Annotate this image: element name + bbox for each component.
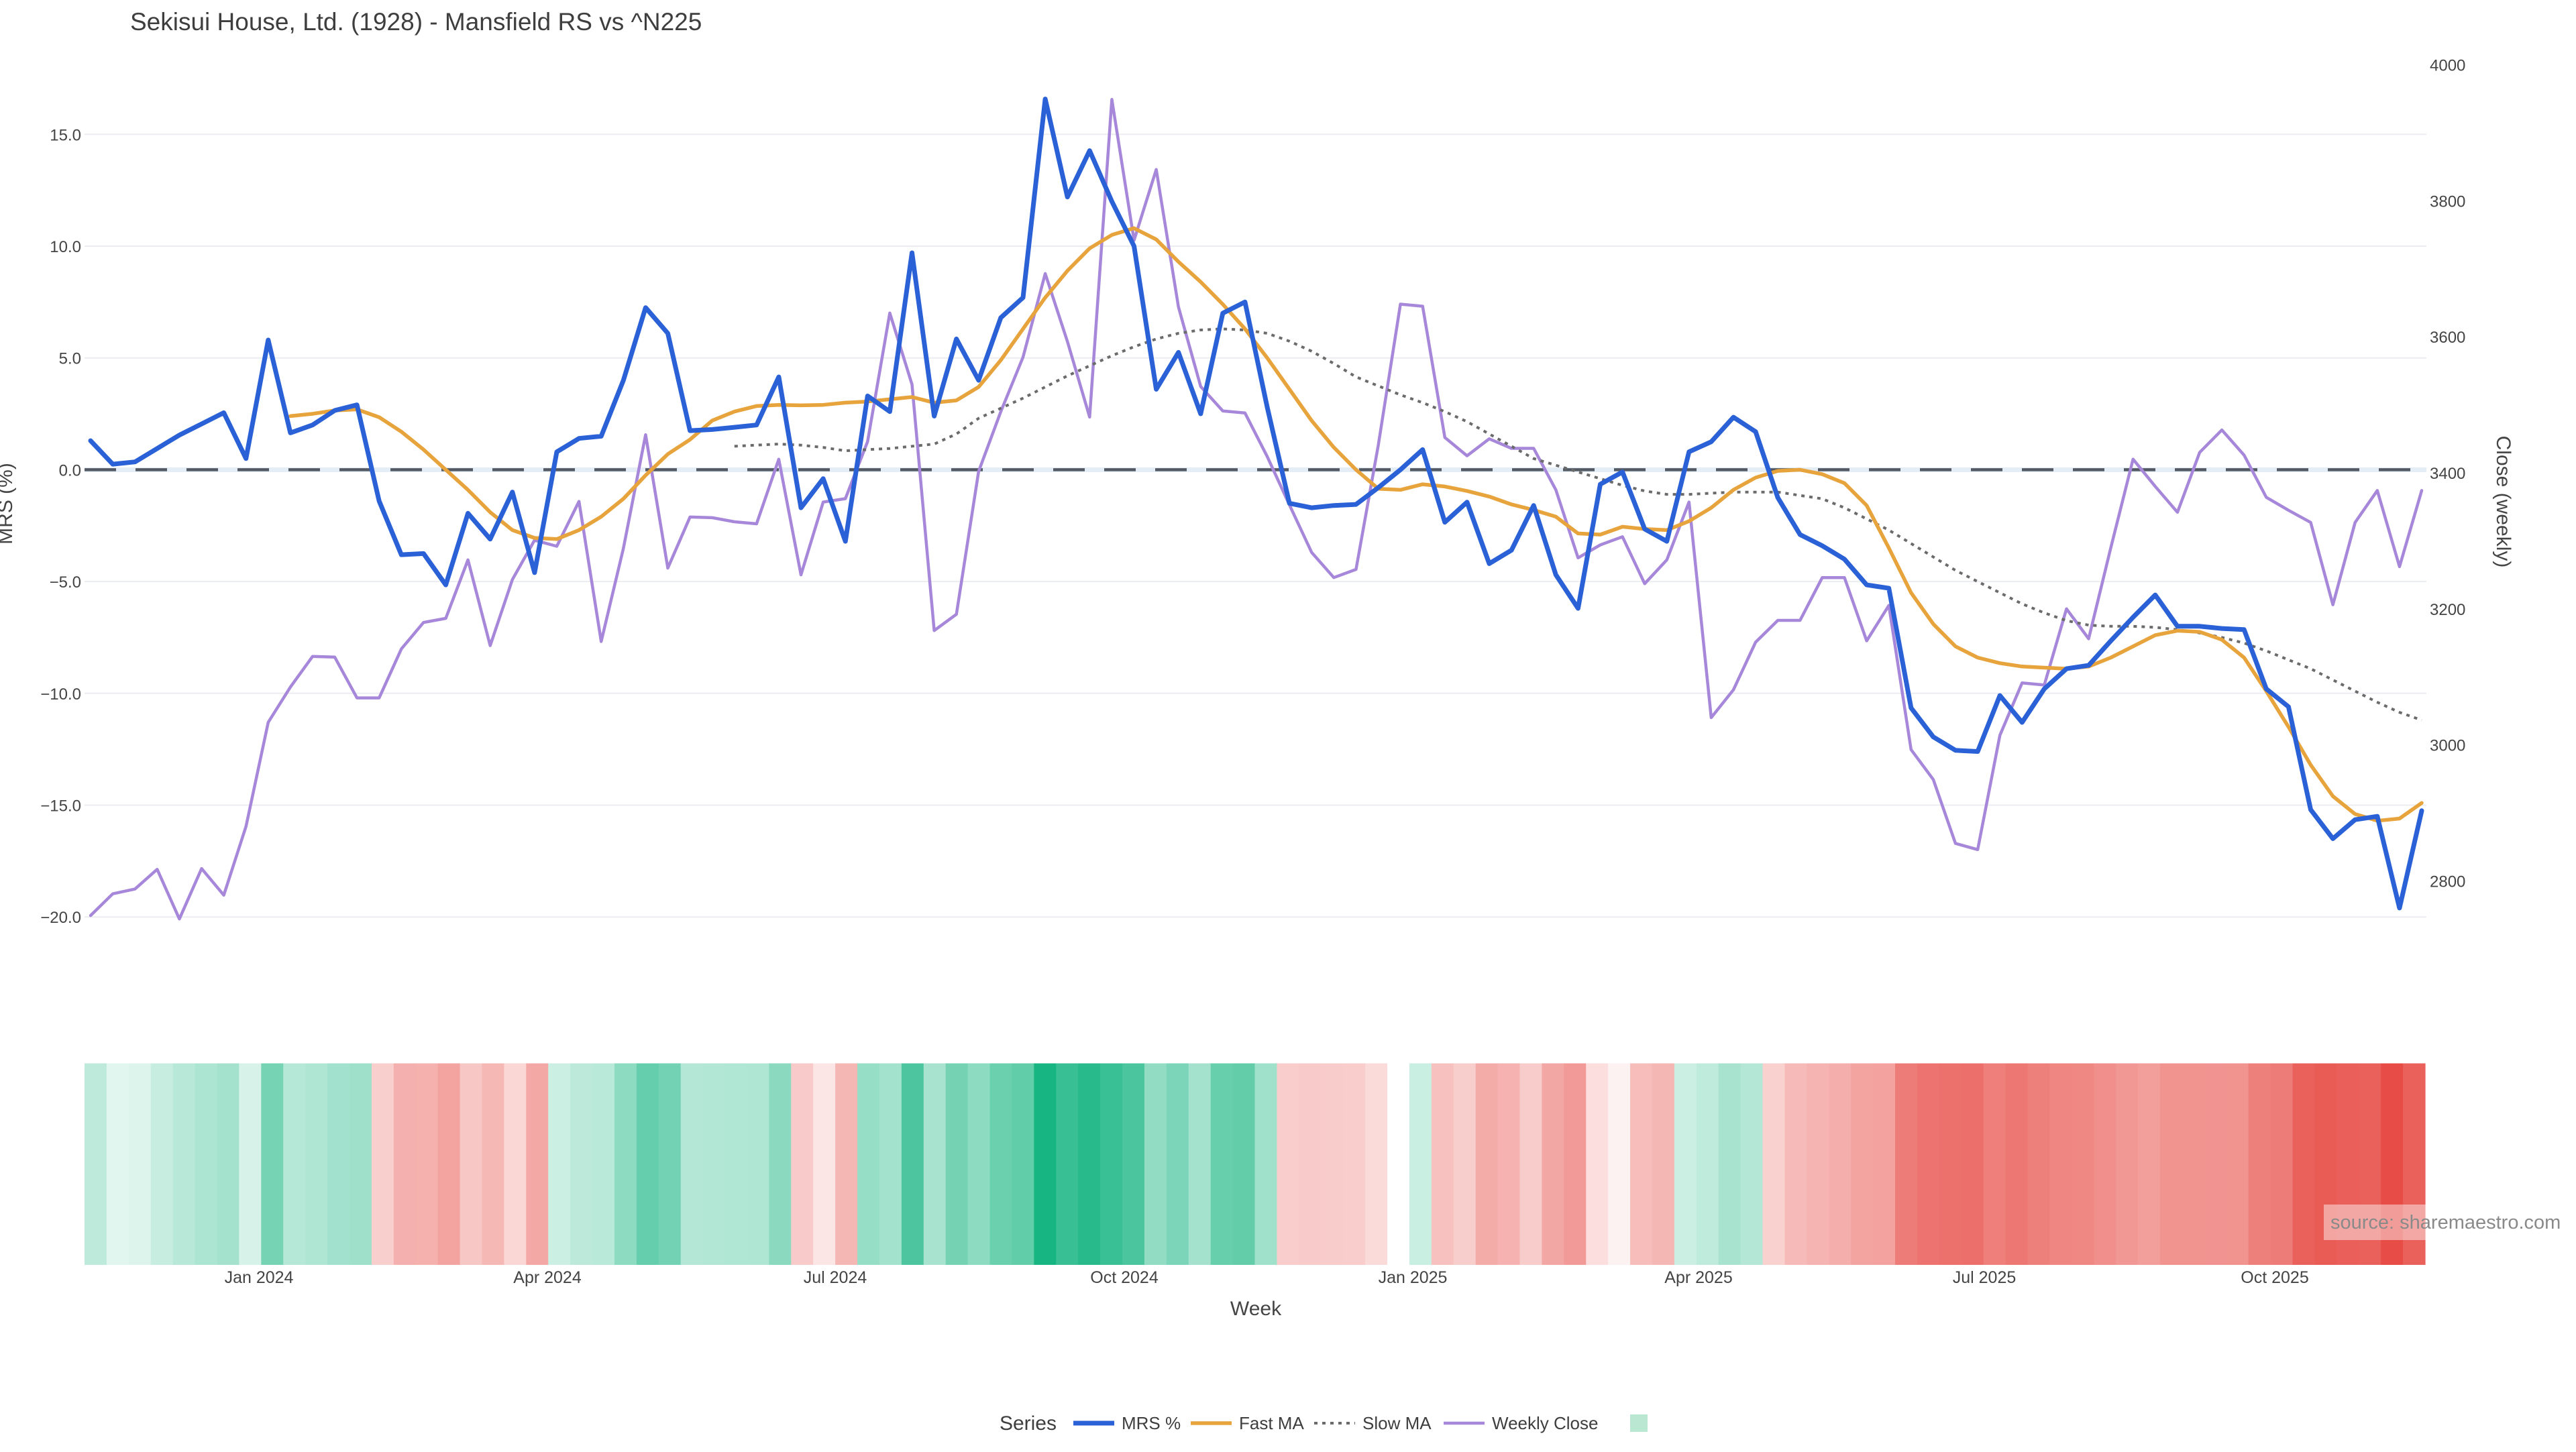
svg-text:5.0: 5.0 <box>59 350 81 368</box>
svg-text:3200: 3200 <box>2430 601 2465 619</box>
svg-text:15.0: 15.0 <box>50 126 81 144</box>
svg-text:4000: 4000 <box>2430 57 2465 75</box>
svg-text:MRS %: MRS % <box>1122 1413 1181 1433</box>
svg-text:Week: Week <box>1230 1298 1282 1320</box>
svg-text:Series: Series <box>1000 1412 1057 1435</box>
svg-text:Slow MA: Slow MA <box>1362 1413 1432 1433</box>
svg-text:Jul 2024: Jul 2024 <box>804 1268 867 1287</box>
svg-text:3400: 3400 <box>2430 465 2465 483</box>
svg-text:source: sharemaestro.com: source: sharemaestro.com <box>2330 1212 2561 1233</box>
svg-text:3000: 3000 <box>2430 737 2465 755</box>
svg-text:Jan 2024: Jan 2024 <box>225 1268 294 1287</box>
svg-text:Apr 2025: Apr 2025 <box>1664 1268 1732 1287</box>
svg-text:Jan 2025: Jan 2025 <box>1379 1268 1448 1287</box>
svg-text:Oct 2025: Oct 2025 <box>2241 1268 2308 1287</box>
svg-text:0.0: 0.0 <box>59 461 81 480</box>
svg-text:−5.0: −5.0 <box>50 573 81 592</box>
svg-text:−20.0: −20.0 <box>40 909 81 927</box>
svg-text:Close (weekly): Close (weekly) <box>2492 436 2514 568</box>
svg-text:Jul 2025: Jul 2025 <box>1953 1268 2017 1287</box>
svg-text:3600: 3600 <box>2430 329 2465 347</box>
svg-text:2800: 2800 <box>2430 873 2465 891</box>
svg-text:3800: 3800 <box>2430 192 2465 211</box>
svg-text:Sekisui House, Ltd. (1928) - M: Sekisui House, Ltd. (1928) - Mansfield R… <box>130 8 702 36</box>
svg-text:−10.0: −10.0 <box>40 685 81 704</box>
svg-text:Apr 2024: Apr 2024 <box>513 1268 582 1287</box>
svg-text:MRS (%): MRS (%) <box>0 463 17 545</box>
svg-text:10.0: 10.0 <box>50 238 81 256</box>
svg-text:Oct 2024: Oct 2024 <box>1090 1268 1159 1287</box>
svg-text:Weekly Close: Weekly Close <box>1492 1413 1598 1433</box>
svg-text:−15.0: −15.0 <box>40 797 81 816</box>
svg-text:Fast MA: Fast MA <box>1239 1413 1304 1433</box>
